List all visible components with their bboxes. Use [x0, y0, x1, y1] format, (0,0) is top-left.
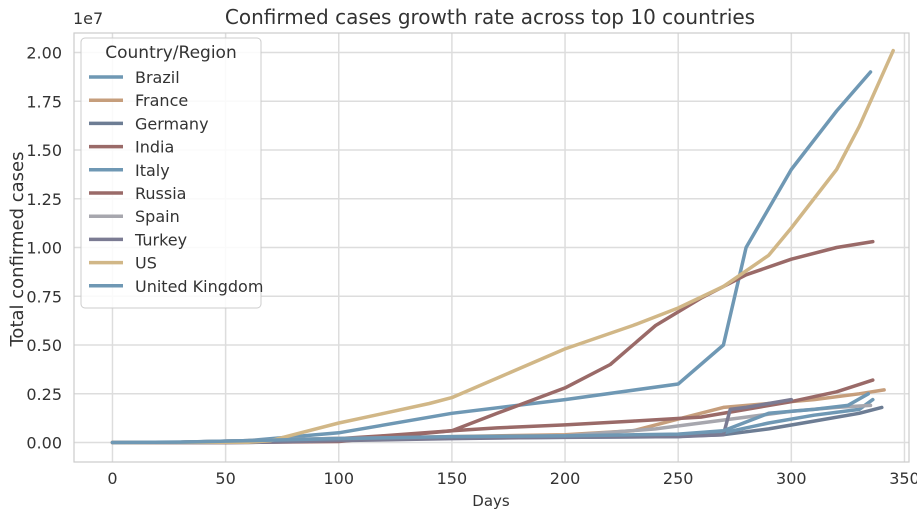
y-tick-label: 0.25 — [26, 385, 62, 404]
legend-label-brazil: Brazil — [135, 68, 180, 87]
y-tick-label: 1.75 — [26, 92, 62, 111]
x-tick-label: 200 — [550, 469, 581, 488]
x-tick-label: 50 — [215, 469, 235, 488]
y-tick-label: 0.50 — [26, 336, 62, 355]
x-tick-label: 300 — [776, 469, 807, 488]
legend-box — [80, 37, 262, 309]
x-tick-label: 150 — [437, 469, 468, 488]
legend-label-united-kingdom: United Kingdom — [135, 277, 263, 296]
y-tick-label: 1.00 — [26, 239, 62, 258]
chart-title: Confirmed cases growth rate across top 1… — [225, 5, 755, 29]
tick-labels: 0 50 100 150 200 250 300 350 0.00 0.25 0.50 0.75 1.0… — [26, 44, 917, 489]
y-offset-label: 1e7 — [73, 9, 103, 28]
x-tick-label: 0 — [107, 469, 117, 488]
series-line-turkey — [110, 397, 794, 445]
y-tick-label: 1.25 — [26, 190, 62, 209]
legend: Country/Region Brazil France Germany India I… — [80, 37, 263, 309]
legend-label-india: India — [135, 138, 174, 157]
y-axis-label: Total confirmed cases — [7, 151, 28, 347]
x-tick-label: 100 — [323, 469, 354, 488]
y-tick-label: 0.75 — [26, 287, 62, 306]
legend-title: Country/Region — [105, 43, 236, 63]
plot-frame — [73, 32, 910, 463]
y-tick-label: 1.50 — [26, 141, 62, 160]
series-line-russia — [110, 378, 875, 445]
series-line-united-kingdom — [110, 392, 871, 445]
x-tick-label: 250 — [663, 469, 694, 488]
legend-label-turkey: Turkey — [134, 230, 187, 249]
legend-label-france: France — [135, 91, 188, 110]
series-lines — [110, 48, 895, 445]
x-axis-label: Days — [472, 492, 510, 510]
legend-label-us: US — [135, 254, 157, 273]
y-tick-label: 2.00 — [26, 44, 62, 63]
legend-items: Brazil France Germany India Italy Russia Spain… — [89, 68, 263, 296]
x-tick-label: 350 — [889, 469, 917, 488]
legend-label-italy: Italy — [135, 161, 170, 180]
legend-label-russia: Russia — [135, 184, 186, 203]
legend-label-germany: Germany — [135, 114, 209, 133]
legend-label-spain: Spain — [135, 207, 180, 226]
y-tick-label: 0.00 — [26, 434, 62, 453]
